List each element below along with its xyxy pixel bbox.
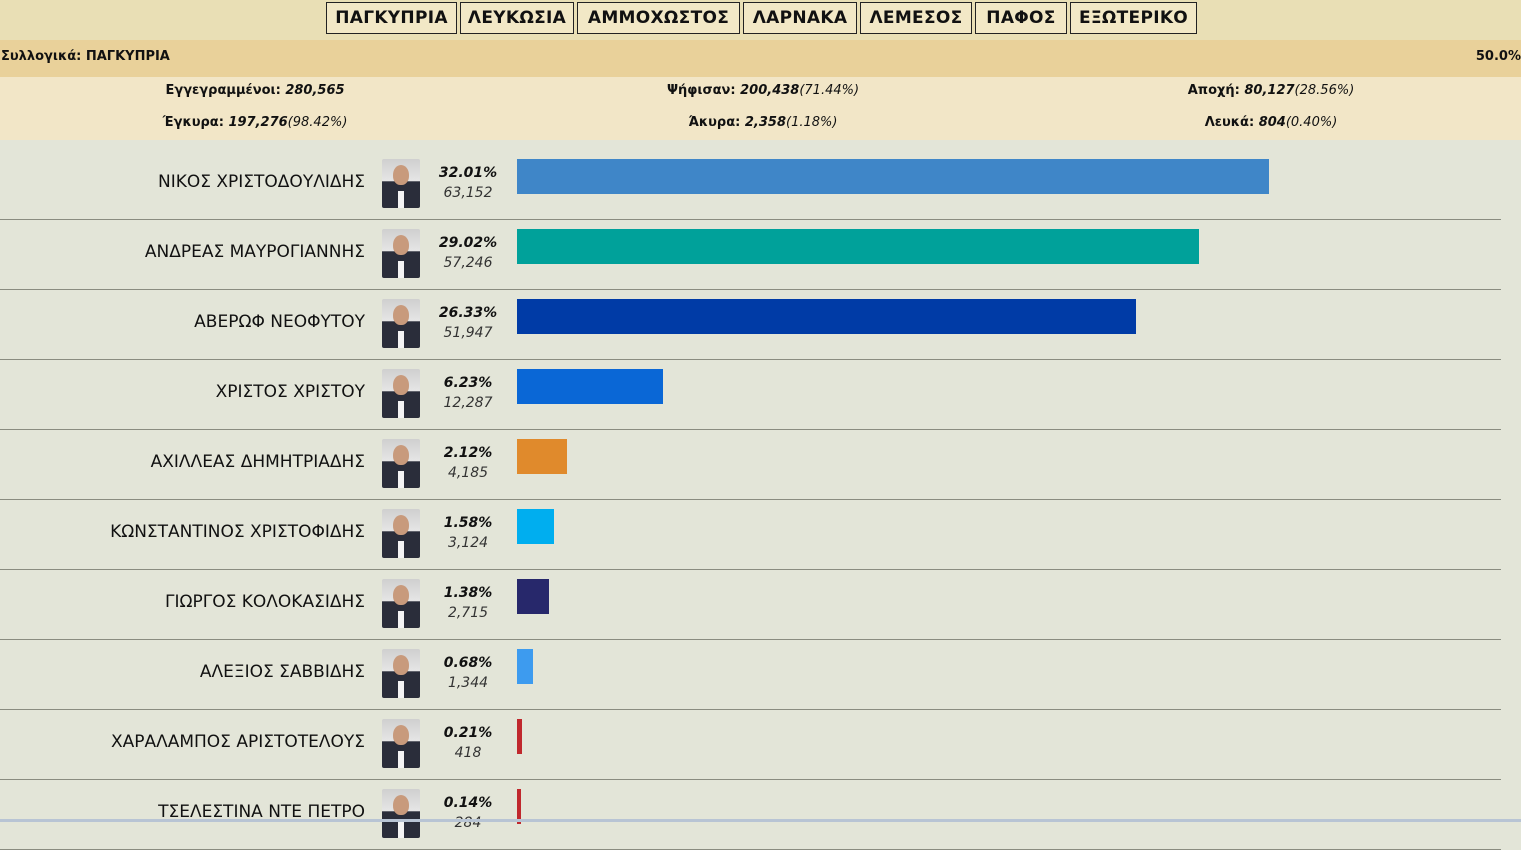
candidate-name: ΚΩΝΣΤΑΝΤΙΝΟΣ ΧΡΙΣΤΟΦΙΔΗΣ xyxy=(110,522,365,542)
candidate-bar xyxy=(517,229,1199,264)
candidate-name: ΧΡΙΣΤΟΣ ΧΡΙΣΤΟΥ xyxy=(215,382,365,402)
candidate-row: ΚΩΝΣΤΑΝΤΙΝΟΣ ΧΡΙΣΤΟΦΙΔΗΣ 1.58% 3,124 xyxy=(0,500,1501,570)
candidate-bar xyxy=(517,159,1269,194)
candidate-votes: 4,185 xyxy=(447,465,489,481)
stat-voted: Ψήφισαν: 200,438(71.44%) xyxy=(666,83,860,98)
candidate-row: ΑΛΕΞΙΟΣ ΣΑΒΒΙΔΗΣ 0.68% 1,344 xyxy=(0,640,1501,710)
candidate-votes: 51,947 xyxy=(443,325,493,341)
candidate-photo xyxy=(382,789,420,838)
candidate-percentage: 6.23% xyxy=(443,375,493,391)
candidate-bar xyxy=(517,369,664,404)
stat-invalid: Άκυρα: 2,358(1.18%) xyxy=(688,115,838,130)
region-tabs: ΠΑΓΚΥΠΡΙΑ ΛΕΥΚΩΣΙΑ ΑΜΜΟΧΩΣΤΟΣ ΛΑΡΝΑΚΑ ΛΕ… xyxy=(326,2,1197,34)
candidate-votes: 2,715 xyxy=(447,605,489,621)
candidate-name: ΑΧΙΛΛΕΑΣ ΔΗΜΗΤΡΙΑΔΗΣ xyxy=(150,452,365,472)
summary-title: Συλλογικά: ΠΑΓΚΥΠΡΙΑ xyxy=(1,49,170,64)
candidate-row: ΑΒΕΡΩΦ ΝΕΟΦΥΤΟΥ 26.33% 51,947 xyxy=(0,290,1501,360)
candidate-votes: 12,287 xyxy=(443,395,493,411)
candidate-name: ΝΙΚΟΣ ΧΡΙΣΤΟΔΟΥΛΙΔΗΣ xyxy=(157,172,365,192)
candidate-name: ΑΝΔΡΕΑΣ ΜΑΥΡΟΓΙΑΝΝΗΣ xyxy=(144,242,365,262)
viewport-edge xyxy=(0,819,1521,822)
candidate-percentage: 1.38% xyxy=(443,585,493,601)
candidate-photo xyxy=(382,159,420,208)
candidate-bar xyxy=(517,649,533,684)
candidate-bar xyxy=(517,579,550,614)
tab-larnaka[interactable]: ΛΑΡΝΑΚΑ xyxy=(743,2,857,34)
turnout-stats: Εγγεγραμμένοι: 280,565 Ψήφισαν: 200,438(… xyxy=(0,77,1521,140)
candidate-row: ΧΑΡΑΛΑΜΠΟΣ ΑΡΙΣΤΟΤΕΛΟΥΣ 0.21% 418 xyxy=(0,710,1501,780)
stat-valid: Έγκυρα: 197,276(98.42%) xyxy=(162,115,348,130)
candidate-row: ΤΣΕΛΕΣΤΙΝΑ ΝΤΕ ΠΕΤΡΟ 0.14% 284 xyxy=(0,780,1501,850)
candidate-results: ΝΙΚΟΣ ΧΡΙΣΤΟΔΟΥΛΙΔΗΣ 32.01% 63,152 ΑΝΔΡΕ… xyxy=(0,150,1501,850)
candidate-bar xyxy=(517,509,555,544)
candidate-row: ΑΧΙΛΛΕΑΣ ΔΗΜΗΤΡΙΑΔΗΣ 2.12% 4,185 xyxy=(0,430,1501,500)
candidate-percentage: 26.33% xyxy=(438,305,498,321)
summary-bar: Συλλογικά: ΠΑΓΚΥΠΡΙΑ 50.0% xyxy=(0,40,1521,77)
candidate-name: ΤΣΕΛΕΣΤΙΝΑ ΝΤΕ ΠΕΤΡΟ xyxy=(158,802,365,822)
candidate-row: ΝΙΚΟΣ ΧΡΙΣΤΟΔΟΥΛΙΔΗΣ 32.01% 63,152 xyxy=(0,150,1501,220)
candidate-row: ΑΝΔΡΕΑΣ ΜΑΥΡΟΓΙΑΝΝΗΣ 29.02% 57,246 xyxy=(0,220,1501,290)
candidate-votes: 418 xyxy=(454,745,482,761)
tab-lefkosia[interactable]: ΛΕΥΚΩΣΙΑ xyxy=(460,2,574,34)
candidate-photo xyxy=(382,229,420,278)
candidate-name: ΓΙΩΡΓΟΣ ΚΟΛΟΚΑΣΙΔΗΣ xyxy=(165,592,365,612)
candidate-name: ΧΑΡΑΛΑΜΠΟΣ ΑΡΙΣΤΟΤΕΛΟΥΣ xyxy=(110,732,365,752)
tab-pagkypria[interactable]: ΠΑΓΚΥΠΡΙΑ xyxy=(326,2,457,34)
candidate-bar xyxy=(517,439,567,474)
candidate-votes: 3,124 xyxy=(447,535,489,551)
stat-abstention: Αποχή: 80,127(28.56%) xyxy=(1187,83,1355,98)
candidate-votes: 57,246 xyxy=(443,255,493,271)
candidate-percentage: 0.21% xyxy=(443,725,493,741)
candidate-photo xyxy=(382,439,420,488)
candidate-photo xyxy=(382,579,420,628)
candidate-photo xyxy=(382,509,420,558)
candidate-votes: 284 xyxy=(454,815,482,831)
candidate-name: ΑΒΕΡΩΦ ΝΕΟΦΥΤΟΥ xyxy=(194,312,365,332)
candidate-votes: 63,152 xyxy=(443,185,493,201)
region-tabs-bar: ΠΑΓΚΥΠΡΙΑ ΛΕΥΚΩΣΙΑ ΑΜΜΟΧΩΣΤΟΣ ΛΑΡΝΑΚΑ ΛΕ… xyxy=(0,0,1521,40)
candidate-photo xyxy=(382,649,420,698)
tab-lemesos[interactable]: ΛΕΜΕΣΟΣ xyxy=(860,2,972,34)
candidate-bar xyxy=(517,789,521,824)
candidate-percentage: 29.02% xyxy=(438,235,498,251)
stat-blank: Λευκά: 804(0.40%) xyxy=(1204,115,1338,130)
candidate-row: ΓΙΩΡΓΟΣ ΚΟΛΟΚΑΣΙΔΗΣ 1.38% 2,715 xyxy=(0,570,1501,640)
candidate-percentage: 0.68% xyxy=(443,655,493,671)
stat-registered: Εγγεγραμμένοι: 280,565 xyxy=(165,83,345,98)
candidate-bar xyxy=(517,299,1136,334)
candidate-votes: 1,344 xyxy=(447,675,489,691)
candidate-percentage: 1.58% xyxy=(443,515,493,531)
candidate-bar xyxy=(517,719,522,754)
candidate-row: ΧΡΙΣΤΟΣ ΧΡΙΣΤΟΥ 6.23% 12,287 xyxy=(0,360,1501,430)
candidate-percentage: 0.14% xyxy=(443,795,493,811)
tab-pafos[interactable]: ΠΑΦΟΣ xyxy=(975,2,1067,34)
candidate-photo xyxy=(382,299,420,348)
counted-percentage: 50.0% xyxy=(1475,49,1521,64)
tab-ammochostos[interactable]: ΑΜΜΟΧΩΣΤΟΣ xyxy=(577,2,740,34)
candidate-percentage: 32.01% xyxy=(438,165,498,181)
candidate-photo xyxy=(382,369,420,418)
candidate-photo xyxy=(382,719,420,768)
candidate-name: ΑΛΕΞΙΟΣ ΣΑΒΒΙΔΗΣ xyxy=(199,662,365,682)
candidate-percentage: 2.12% xyxy=(443,445,493,461)
tab-exoteriko[interactable]: ΕΞΩΤΕΡΙΚΟ xyxy=(1070,2,1197,34)
